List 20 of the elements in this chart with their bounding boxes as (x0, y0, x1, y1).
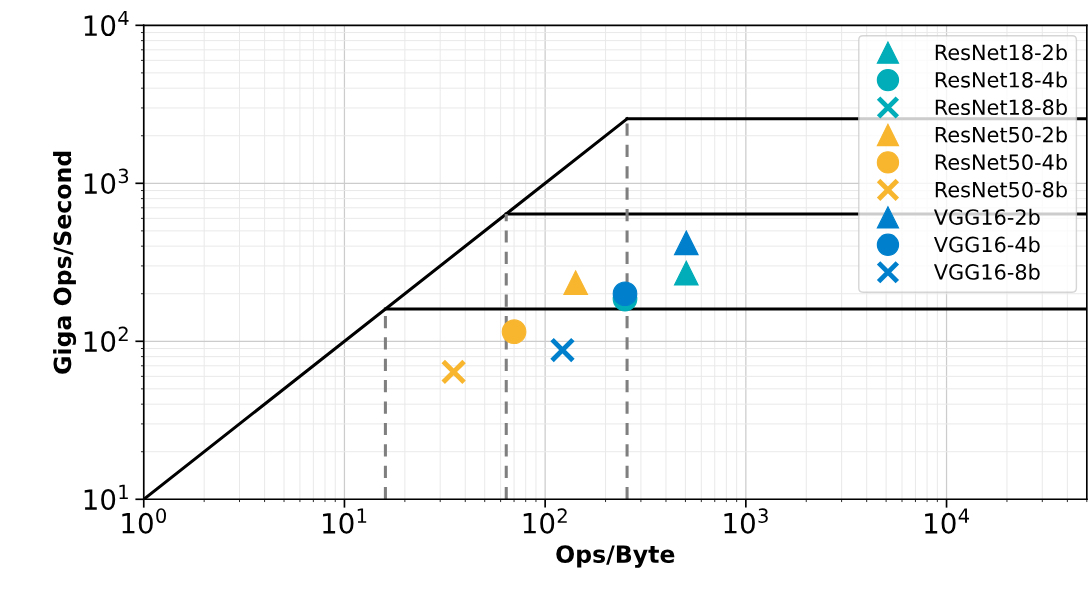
legend-label: ResNet18-2b (935, 44, 1067, 61)
y-tick-label: 10$^{4}$ (84, 10, 129, 37)
y-axis-title: Giga Ops/Second (53, 151, 77, 374)
x-tick-label: 10$^{2}$ (523, 508, 567, 534)
x-tick-label: 10$^{3}$ (724, 508, 768, 534)
legend-label: ResNet50-8b (935, 181, 1067, 198)
y-tick-label: 10$^{2}$ (84, 326, 128, 353)
x-tick-label: 10$^{0}$ (122, 508, 166, 534)
legend-label: ResNet50-2b (935, 126, 1067, 143)
y-tick-label: 10$^{3}$ (84, 168, 129, 195)
x-tick-label: 10$^{4}$ (925, 508, 969, 534)
legend-label: ResNet50-4b (935, 153, 1067, 171)
legend-label: ResNet18-8b (935, 98, 1067, 116)
x-tick-label: 10$^{1}$ (323, 508, 367, 534)
x-axis-title: Ops/Byte (556, 545, 675, 568)
legend-label: ResNet18-4b (935, 71, 1067, 88)
y-tick-label: 10$^{1}$ (84, 484, 128, 511)
legend-label: VGG16-4b (933, 236, 1040, 253)
legend-label: VGG16-2b (933, 208, 1040, 225)
legend-label: VGG16-8b (933, 263, 1040, 280)
